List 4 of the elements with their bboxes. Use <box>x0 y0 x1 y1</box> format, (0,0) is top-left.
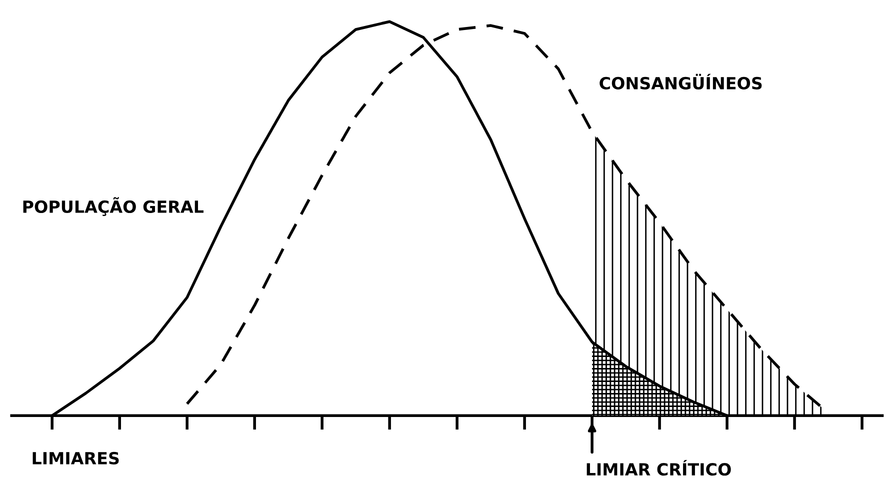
text: LIMIARES <box>32 452 119 464</box>
series-label: POPULAÇÃO GERAL <box>23 197 204 216</box>
text: LIMIAR CRÍTICO <box>586 460 731 476</box>
series-label: CONSANGÜÍNEOS <box>600 74 762 90</box>
